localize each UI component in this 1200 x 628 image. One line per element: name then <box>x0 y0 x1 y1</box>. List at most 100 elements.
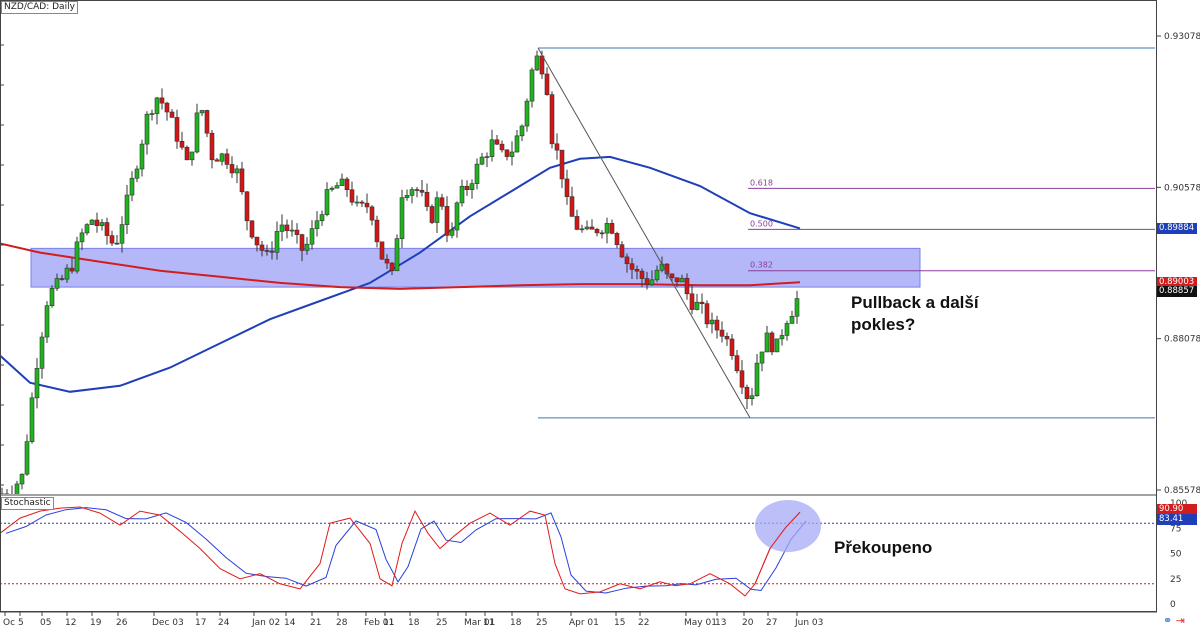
candle <box>79 232 85 243</box>
candle <box>304 243 310 251</box>
candle <box>529 69 535 102</box>
candle <box>44 305 50 338</box>
candle <box>484 156 490 158</box>
candle <box>419 190 425 193</box>
x-tick-label: Jan 02 <box>251 618 280 628</box>
candle <box>619 244 625 258</box>
candle <box>704 303 710 325</box>
candle <box>694 301 700 310</box>
horizontal-levels: 0.618 0.500 0.382 <box>538 47 1155 419</box>
candle <box>374 219 380 243</box>
candle <box>469 183 475 191</box>
price-tag-ma200: 0.89003 <box>1157 277 1197 288</box>
candle <box>429 206 435 223</box>
chart-tools[interactable]: ⚭ ⇥ <box>1163 614 1185 627</box>
x-tick-label: Jun 03 <box>794 618 823 628</box>
candle <box>169 111 175 118</box>
candle <box>544 73 550 95</box>
x-tick-label: 05 <box>40 618 51 628</box>
candle <box>114 242 120 245</box>
candle <box>634 269 640 272</box>
candle <box>294 229 300 235</box>
candle <box>289 229 295 232</box>
candle <box>299 234 305 251</box>
candle <box>404 195 410 198</box>
moving-averages <box>0 155 801 393</box>
candle <box>779 335 785 340</box>
candle <box>69 267 75 272</box>
x-tick-label: 19 <box>90 618 102 628</box>
stoch-tag-k: 90.90 <box>1157 504 1197 515</box>
candle <box>709 319 715 325</box>
candle <box>204 110 210 134</box>
chart-title: NZD/CAD: Daily <box>1 1 78 14</box>
candle <box>49 288 55 307</box>
candle <box>744 386 750 399</box>
candle <box>604 223 610 234</box>
candle <box>0 493 5 494</box>
candle <box>174 117 180 142</box>
candle <box>584 226 590 230</box>
candle <box>504 149 510 157</box>
candle <box>789 315 795 324</box>
trend-line <box>537 47 751 419</box>
candle <box>524 100 530 127</box>
candle <box>389 262 395 272</box>
candle <box>259 244 265 251</box>
annotations: Pullback a další pokles? Překoupeno <box>834 293 980 557</box>
candle <box>14 483 20 494</box>
x-tick-label: 27 <box>766 618 777 628</box>
candle <box>699 301 705 304</box>
candle <box>24 441 30 475</box>
link-icon[interactable]: ⚭ <box>1163 614 1173 627</box>
candle <box>369 206 375 221</box>
candle <box>164 102 170 113</box>
candle <box>569 196 575 217</box>
candle <box>549 94 555 145</box>
candle <box>104 222 110 236</box>
candles <box>0 50 800 494</box>
candle <box>359 201 365 204</box>
support-resistance-zone <box>30 247 921 288</box>
candle <box>424 191 430 207</box>
candle <box>134 168 140 179</box>
candle <box>154 97 160 114</box>
price-tag-last: 0.88857 <box>1157 286 1197 297</box>
candle <box>514 135 520 153</box>
candle <box>39 336 45 369</box>
candle <box>384 258 390 264</box>
candle <box>129 177 135 196</box>
candle <box>399 197 405 239</box>
x-tick-label: Mar 01 <box>464 618 495 628</box>
candle <box>644 278 650 286</box>
x-tick-label: 17 <box>195 618 206 628</box>
candle <box>214 159 220 162</box>
stoch-k-line <box>0 506 801 597</box>
candle <box>639 270 645 279</box>
candle <box>334 185 340 189</box>
candle <box>344 178 350 190</box>
x-tick-label: 14 <box>284 618 296 628</box>
x-tick-label: 11 <box>383 618 394 628</box>
candle <box>754 362 760 397</box>
candle <box>714 319 720 331</box>
candle <box>599 232 605 235</box>
candle <box>144 113 150 145</box>
candle <box>224 153 230 165</box>
candle <box>794 298 800 317</box>
candle <box>319 214 325 222</box>
x-tick-label: 25 <box>536 618 547 628</box>
candle <box>499 143 505 151</box>
candle <box>689 293 695 310</box>
candle <box>84 224 90 234</box>
candle <box>199 110 205 114</box>
candle <box>109 235 115 244</box>
stoch-tick-label: 25 <box>1170 575 1181 585</box>
candle <box>539 55 545 75</box>
arrow-right-icon[interactable]: ⇥ <box>1175 614 1185 627</box>
candle <box>349 189 355 203</box>
candle <box>184 146 190 161</box>
candle <box>74 241 80 272</box>
candle <box>139 143 145 170</box>
